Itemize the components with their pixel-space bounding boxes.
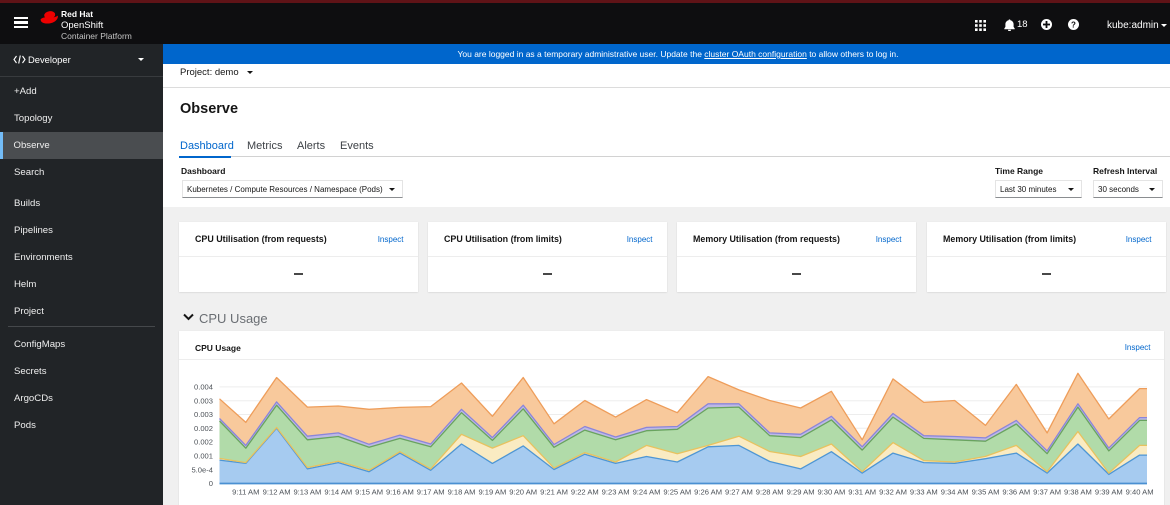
svg-text:?: ?: [1071, 20, 1076, 29]
